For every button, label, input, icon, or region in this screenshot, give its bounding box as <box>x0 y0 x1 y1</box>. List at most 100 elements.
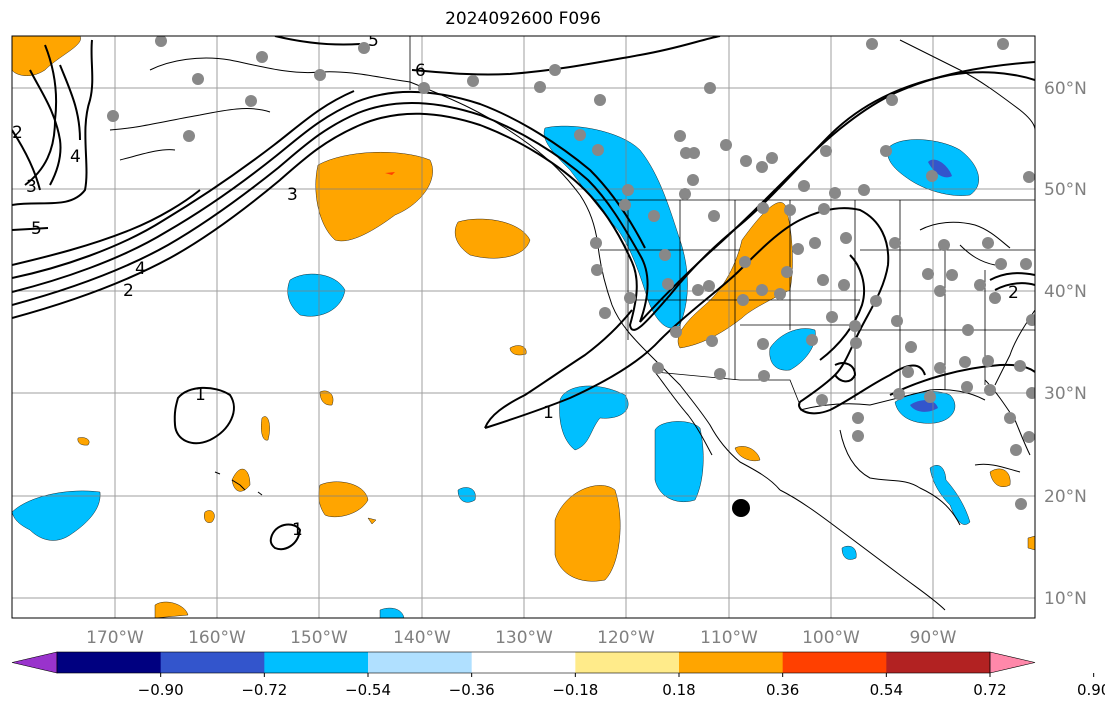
contour-label-group: 6 5 3 4 2 5 4 3 2 1 1 1 2 <box>12 36 1019 540</box>
station-dot <box>982 355 994 367</box>
station-dot <box>652 362 664 374</box>
station-dot <box>756 161 768 173</box>
station-dot <box>703 280 715 292</box>
colorbar-tick-label: −0.36 <box>449 681 495 699</box>
station-dot <box>818 203 830 215</box>
lon-label: 170°W <box>86 628 144 648</box>
station-dot <box>852 430 864 442</box>
station-dot <box>974 279 986 291</box>
station-dot <box>1015 498 1027 510</box>
colorbar-swatch <box>471 652 576 673</box>
station-dot <box>624 292 636 304</box>
station-dot <box>934 285 946 297</box>
station-dot <box>984 384 996 396</box>
contour-label: 1 <box>543 403 554 423</box>
station-dot <box>840 232 852 244</box>
colorbar-tick-label: 0.90 <box>1077 681 1105 699</box>
station-dot <box>687 174 699 186</box>
station-dot <box>849 320 861 332</box>
lon-label: 130°W <box>495 628 553 648</box>
station-dot <box>866 38 878 50</box>
colorbar-swatch <box>679 652 784 673</box>
station-dot <box>648 210 660 222</box>
station-dot <box>662 278 674 290</box>
contour-label: 2 <box>12 123 23 143</box>
contour-label: 2 <box>123 281 134 301</box>
station-dot <box>714 368 726 380</box>
lon-label: 90°W <box>910 628 957 648</box>
station-dot <box>183 130 195 142</box>
station-dot <box>549 64 561 76</box>
station-dot <box>792 243 804 255</box>
contour-label: 1 <box>292 520 303 540</box>
station-dot <box>806 334 818 346</box>
lon-label: 150°W <box>290 628 348 648</box>
station-dot <box>590 237 602 249</box>
contour-label: 1 <box>195 385 206 405</box>
colorbar-tick-label: −0.54 <box>345 681 391 699</box>
station-dot <box>358 42 370 54</box>
contour-label: 4 <box>70 147 81 167</box>
station-dot <box>893 388 905 400</box>
station-dot <box>758 370 770 382</box>
station-dot <box>737 294 749 306</box>
station-dot <box>816 394 828 406</box>
colorbar-swatch <box>782 652 887 673</box>
station-dot <box>591 264 603 276</box>
station-dot <box>706 335 718 347</box>
station-dot <box>784 204 796 216</box>
station-dot <box>982 237 994 249</box>
station-dot <box>886 94 898 106</box>
station-dot <box>467 75 479 87</box>
station-dot <box>902 366 914 378</box>
colorbar-tick-label: 0.72 <box>973 681 1006 699</box>
station-dot <box>989 292 1001 304</box>
colorbar-swatch <box>886 652 991 673</box>
colorbar-tick-label: −0.72 <box>241 681 287 699</box>
colorbar-tick-label: 0.54 <box>870 681 903 699</box>
station-markers <box>107 36 1035 510</box>
station-dot <box>679 188 691 200</box>
colorbar-swatch <box>160 652 265 673</box>
station-dot <box>766 152 778 164</box>
station-dot <box>858 184 870 196</box>
station-dot <box>155 36 167 47</box>
station-dot <box>798 180 810 192</box>
lat-label: 10°N <box>1044 589 1087 609</box>
station-dot <box>817 274 829 286</box>
station-dot <box>926 170 938 182</box>
station-dot <box>670 326 682 338</box>
station-dot <box>829 187 841 199</box>
lat-label: 60°N <box>1044 79 1087 99</box>
contour-label: 5 <box>31 219 42 239</box>
station-dot <box>934 362 946 374</box>
station-dot <box>757 202 769 214</box>
station-dot <box>192 73 204 85</box>
station-dot <box>107 110 119 122</box>
contour-label: 6 <box>415 61 426 81</box>
strong-positive-fill <box>385 172 395 175</box>
lat-label: 40°N <box>1044 282 1087 302</box>
height-contours <box>12 36 1035 550</box>
station-dot <box>870 295 882 307</box>
station-dot <box>599 307 611 319</box>
lat-label: 20°N <box>1044 487 1087 507</box>
station-dot <box>256 51 268 63</box>
station-dot <box>594 94 606 106</box>
station-dot <box>574 129 586 141</box>
colorbar-frame <box>56 651 991 674</box>
station-dot <box>757 338 769 350</box>
contour-label: 2 <box>1008 283 1019 303</box>
lat-label: 50°N <box>1044 180 1087 200</box>
station-dot <box>924 391 936 403</box>
station-dot <box>905 341 917 353</box>
station-dot <box>774 288 786 300</box>
station-dot <box>852 412 864 424</box>
colorbar-tick-label: −0.18 <box>552 681 598 699</box>
station-dot <box>820 145 832 157</box>
latitude-labels: 60°N 50°N 40°N 30°N 20°N 10°N <box>1044 79 1087 609</box>
station-dot <box>1004 412 1016 424</box>
station-dot <box>720 139 732 151</box>
station-dot <box>809 237 821 249</box>
